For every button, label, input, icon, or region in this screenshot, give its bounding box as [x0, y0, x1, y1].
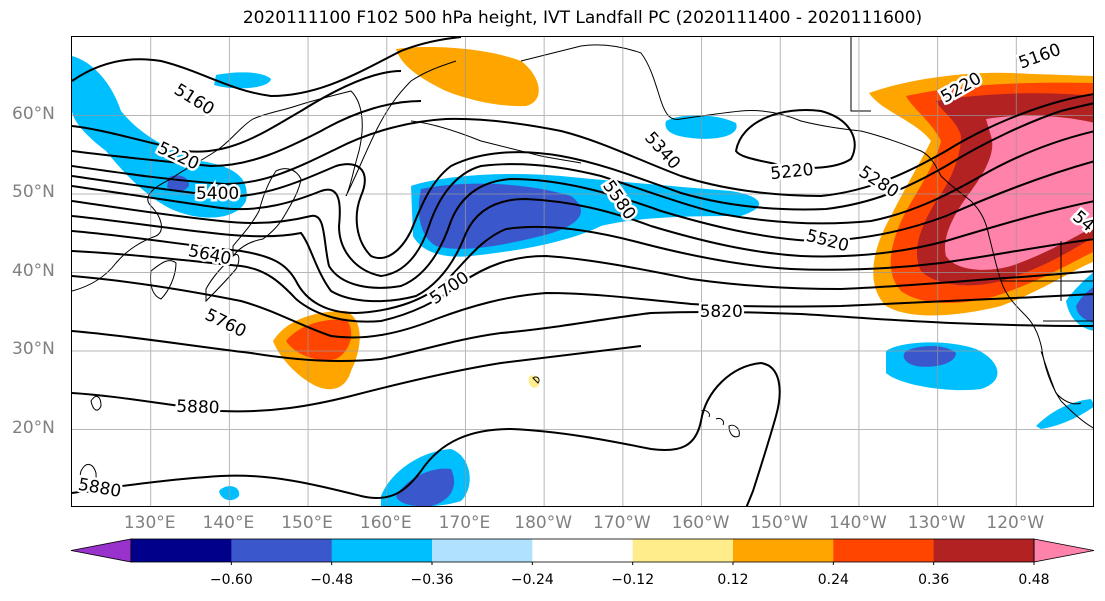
neg-area-west [72, 56, 247, 218]
lat-tick-label: 60°N [12, 103, 55, 124]
contour-5520 [72, 160, 1093, 289]
neg-area-baja [1036, 399, 1093, 429]
colorbar-segment [432, 539, 533, 562]
coast-small-island [532, 376, 540, 384]
neg-area-east-edge-core [1076, 287, 1093, 323]
lon-tick-label: 140°W [829, 513, 887, 533]
colorbar-segment [231, 539, 333, 562]
contour-label: 5640 [186, 241, 232, 270]
contour-5400 [72, 102, 1093, 259]
contour-label: 5160 [170, 80, 217, 120]
coast-alaska-border [850, 37, 871, 112]
lon-tick-label: 120°W [986, 513, 1045, 533]
colorbar [70, 538, 1095, 565]
contour-label: 5700 [426, 268, 473, 309]
contour-5880-south [72, 361, 781, 506]
map-panel: 5160 5160 5220 5220 5400 5400 5640 5640 5760 5760… [71, 36, 1094, 507]
colorbar-tick-label: 0.36 [918, 572, 950, 588]
colorbar-segment [131, 539, 232, 562]
coastlines [72, 37, 1093, 493]
lat-tick-label: 20°N [12, 417, 55, 438]
lat-tick-label: 30°N [12, 339, 55, 359]
contour-label-halo: 5400 [196, 184, 239, 204]
coast-philippines [79, 464, 97, 493]
contour-label-halo: 5880 [176, 397, 220, 418]
colorbar-segment [733, 539, 834, 562]
colorbar-tick-label: 0.12 [717, 572, 749, 588]
lon-tick-label: 180°W [514, 513, 573, 533]
colorbar-extend-high [1033, 538, 1095, 563]
contour-5820 [72, 310, 1093, 362]
contour-5880 [72, 345, 642, 413]
contour-label: 5820 [700, 302, 743, 322]
colorbar-tick-label: −0.48 [310, 572, 354, 588]
contour-label: 5220 [769, 160, 814, 184]
pos-area-japan-core [286, 319, 352, 361]
lon-tick-label: 140°E [202, 513, 255, 533]
lon-tick-label: 130°W [907, 513, 966, 533]
contour-5640 [72, 225, 1093, 315]
lon-tick-label: 150°E [281, 513, 333, 533]
colorbar-segment [833, 539, 935, 562]
lon-tick-label: 170°W [592, 513, 651, 533]
colorbar-tick-label: −0.60 [209, 572, 253, 588]
contour-label: 5760 [202, 305, 250, 342]
neg-area-small [214, 72, 271, 89]
gridlines [72, 37, 1093, 506]
colorbar-segment [933, 539, 1035, 562]
pos-area-pnw-core [945, 115, 1093, 270]
map-title: 2020111100 F102 500 hPa height, IVT Land… [242, 8, 923, 28]
lon-tick-label: 130°E [123, 513, 176, 533]
coast-kamchatka [345, 60, 457, 197]
coast-taiwan [90, 395, 102, 411]
coast-honshu [205, 254, 240, 303]
coast-korea [150, 260, 177, 300]
colorbar-tick-label: 0.24 [817, 572, 849, 588]
lon-tick-label: 150°W [750, 513, 809, 533]
coast-baja [1040, 350, 1082, 405]
coast-alaska [520, 44, 942, 177]
lat-tick-label: 50°N [12, 182, 55, 202]
coast-japan [232, 168, 302, 258]
contour-label: 5160 [1016, 40, 1063, 74]
contour-label: 5880 [77, 475, 123, 502]
map-canvas: 5160516052205220540054005640564057605760… [72, 37, 1093, 506]
colorbar-segment [632, 539, 734, 562]
lat-tick-label: 40°N [12, 260, 55, 281]
contour-5220 [72, 70, 402, 153]
contour-5160 [72, 37, 462, 98]
colorbar-tick-label: −0.36 [410, 572, 454, 588]
contour-5760 [72, 275, 1093, 339]
contour-5340 [72, 93, 1093, 198]
neg-area-south-core [396, 468, 455, 506]
colorbar-tick-label: 0.48 [1018, 572, 1050, 588]
contour-label: 5880 [176, 397, 220, 418]
lon-tick-label: 170°E [438, 513, 491, 533]
height-contours [72, 37, 1093, 506]
contour-5700 [72, 250, 1093, 323]
contour-5580 [72, 197, 1093, 303]
contour-label: 5280 [855, 162, 902, 202]
coast-aleutians [410, 120, 582, 164]
contour-5460 [72, 130, 1093, 278]
contour-label: 5400 [196, 184, 239, 204]
contour-5220-low [734, 109, 856, 169]
contour-label: 5520 [804, 226, 851, 257]
pos-area-tiny-yellow [528, 375, 540, 388]
colorbar-segment [532, 539, 634, 562]
colorbar-segment [331, 539, 433, 562]
contour-label-halo: 5820 [700, 302, 743, 322]
contour-5280 [72, 100, 422, 168]
colorbar-border [130, 538, 1035, 563]
colorbar-tick-label: −0.12 [611, 572, 655, 588]
lon-tick-label: 160°W [671, 513, 730, 533]
pos-area-bering [396, 46, 539, 107]
coast-hawaii [700, 410, 740, 438]
colorbar-tick-label: −0.24 [510, 572, 554, 588]
colorbar-extend-low [70, 538, 132, 563]
lon-tick-label: 160°E [359, 513, 412, 533]
